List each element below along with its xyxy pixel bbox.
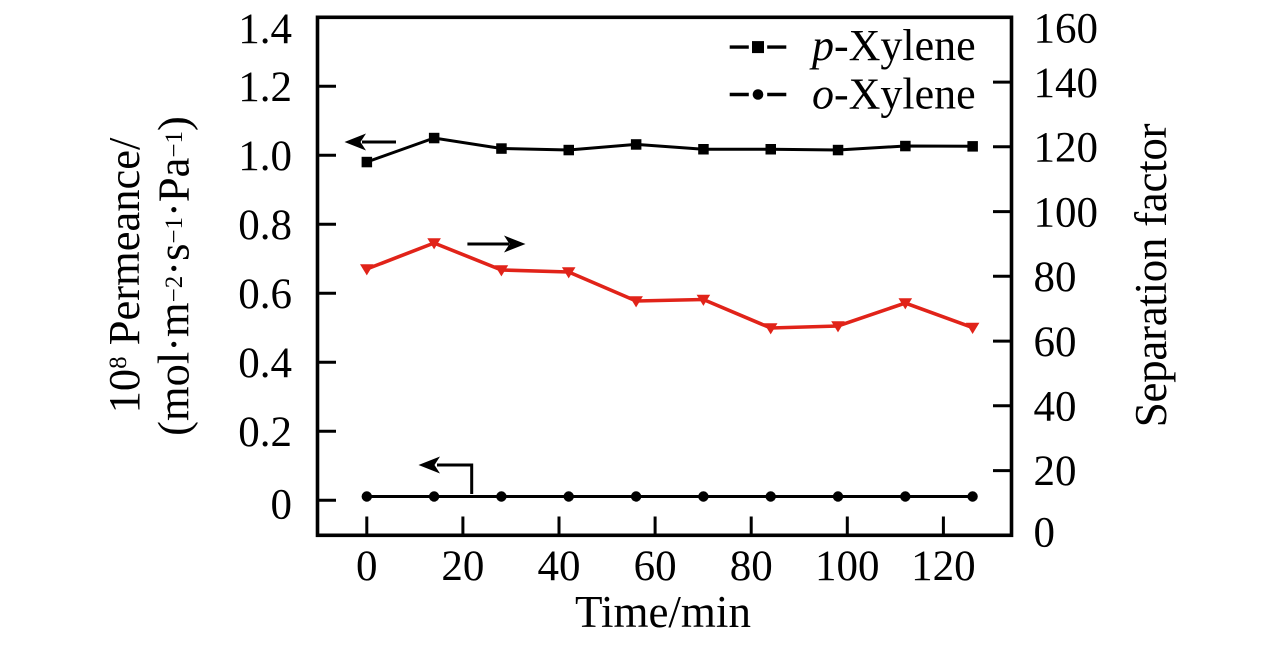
svg-text:100: 100 — [1034, 189, 1099, 236]
svg-text:80: 80 — [1034, 254, 1077, 301]
svg-text:120: 120 — [1034, 125, 1099, 172]
svg-text:o-Xylene: o-Xylene — [812, 70, 976, 119]
svg-text:0.8: 0.8 — [238, 202, 292, 249]
svg-text:1.4: 1.4 — [238, 6, 292, 53]
svg-text:40: 40 — [538, 543, 581, 590]
svg-text:20: 20 — [1034, 448, 1077, 495]
svg-text:1.0: 1.0 — [238, 133, 292, 180]
svg-text:120: 120 — [911, 543, 976, 590]
svg-text:140: 140 — [1034, 60, 1099, 107]
svg-text:0.4: 0.4 — [238, 340, 292, 387]
svg-text:0.2: 0.2 — [238, 409, 292, 456]
svg-text:60: 60 — [1034, 319, 1077, 366]
svg-text:160: 160 — [1034, 6, 1099, 53]
svg-text:0: 0 — [356, 543, 378, 590]
svg-text:Separation factor: Separation factor — [1126, 123, 1176, 427]
svg-text:1.2: 1.2 — [238, 64, 292, 111]
svg-text:80: 80 — [730, 543, 773, 590]
svg-text:60: 60 — [634, 543, 677, 590]
svg-text:0.6: 0.6 — [238, 271, 292, 318]
svg-text:100: 100 — [815, 543, 880, 590]
svg-text:108 Permeance/: 108 Permeance/ — [99, 137, 149, 413]
svg-text:Time/min: Time/min — [575, 587, 751, 637]
svg-text:(mol·m−2·s−1·Pa−1): (mol·m−2·s−1·Pa−1) — [148, 116, 198, 436]
svg-text:p-Xylene: p-Xylene — [809, 21, 976, 70]
svg-text:0: 0 — [1034, 510, 1056, 557]
svg-text:40: 40 — [1034, 383, 1077, 430]
svg-text:0: 0 — [271, 482, 293, 529]
svg-text:20: 20 — [441, 543, 484, 590]
